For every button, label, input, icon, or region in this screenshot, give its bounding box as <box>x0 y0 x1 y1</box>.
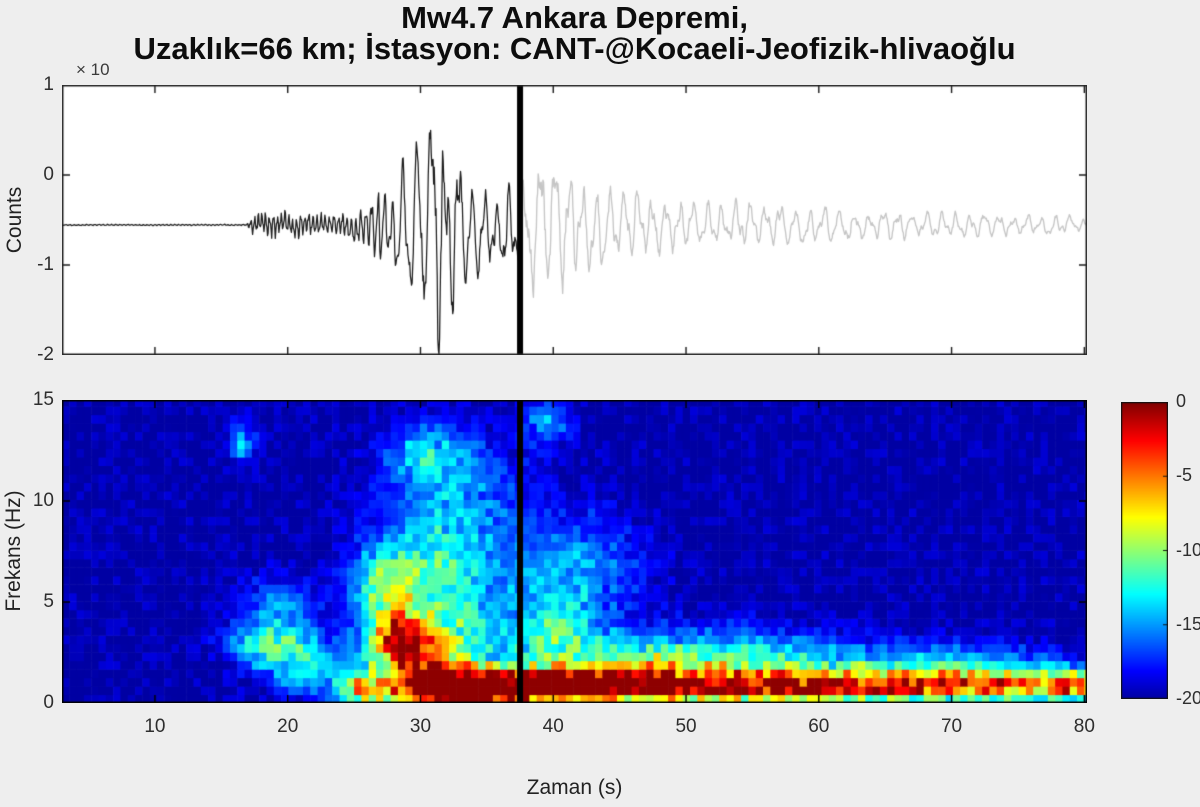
colorbar-tick-label--15: -15 <box>1176 613 1200 634</box>
colorbar-tick-label--5: -5 <box>1176 465 1193 486</box>
x-tick-label-50: 50 <box>675 716 697 737</box>
figure-title-line2: Uzaklık=66 km; İstasyon: CANT-@Kocaeli-J… <box>133 31 1016 66</box>
x-tick-label-60: 60 <box>808 716 830 737</box>
x-tick-label-30: 30 <box>409 716 432 737</box>
figure-title-line1: Mw4.7 Ankara Depremi, <box>401 0 748 35</box>
waveform-y-tick-label--2: -2 <box>37 344 54 365</box>
waveform-y-tick-label-1: 1 <box>43 74 54 95</box>
x-tick-label-80: 80 <box>1073 716 1095 737</box>
colorbar-tick-label--20: -20 <box>1176 688 1200 708</box>
x-tick-label-70: 70 <box>940 716 963 737</box>
waveform-y-axis-label: Counts <box>3 186 26 254</box>
x-tick-label-20: 20 <box>277 716 299 737</box>
x-tick-label-40: 40 <box>542 716 564 737</box>
waveform-plot-canvas <box>62 85 1087 355</box>
waveform-y-tick-label-0: 0 <box>43 164 54 185</box>
spectrogram-plot-canvas <box>62 400 1087 703</box>
colorbar-tick-label-0: 0 <box>1176 391 1187 411</box>
colorbar-tick-label--10: -10 <box>1176 539 1200 560</box>
x-axis-label: Zaman (s) <box>526 776 623 799</box>
colorbar-canvas <box>1121 402 1168 699</box>
waveform-y-tick-label--1: -1 <box>37 254 54 275</box>
spectrogram-y-tick-label-15: 15 <box>32 389 54 410</box>
x-tick-label-10: 10 <box>144 716 166 737</box>
spectrogram-y-tick-label-5: 5 <box>43 591 54 612</box>
spectrogram-y-tick-label-0: 0 <box>43 692 54 713</box>
spectrogram-y-tick-label-10: 10 <box>32 490 54 511</box>
y-axis-exponent-label: × 10 <box>76 60 110 79</box>
